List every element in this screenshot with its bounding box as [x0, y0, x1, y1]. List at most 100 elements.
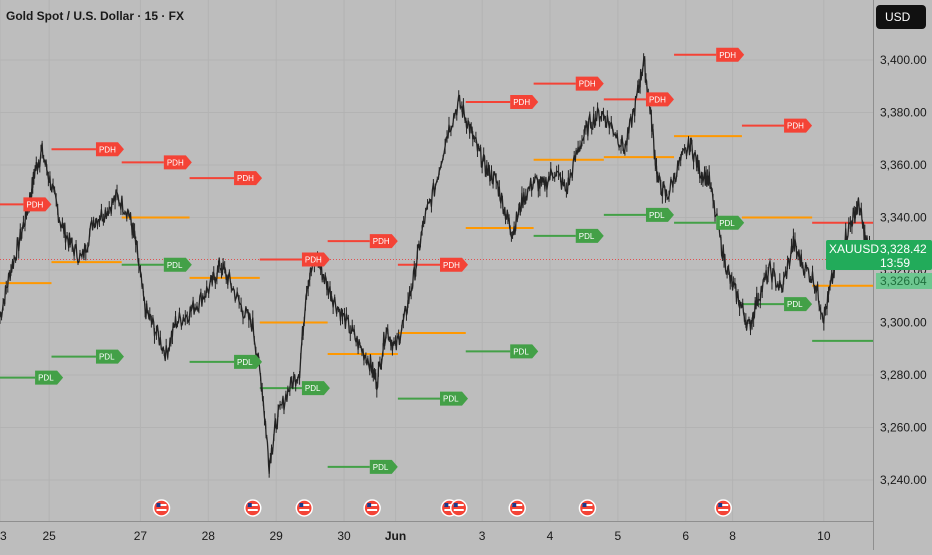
x-tick-label: 3 [479, 529, 486, 543]
x-tick-label: 5 [615, 529, 622, 543]
flag-stripe [512, 504, 523, 506]
pdh-tag [645, 92, 674, 107]
pdh-tag [440, 257, 469, 272]
y-tick-label: 3,380.00 [880, 106, 927, 120]
pdl-tag [163, 257, 192, 272]
pdl-tag-label: PDL [579, 232, 595, 241]
pdh-tag [234, 171, 263, 186]
pdh-tag-label: PDH [373, 237, 390, 246]
level-labels: PDH PDH PDH PDH PDH PDH PDH PDH PDH PDH PDH PDH PDL P… [23, 47, 813, 474]
flag-stripe [156, 504, 167, 506]
price-box-bg [826, 240, 932, 270]
x-tick-label: 8 [729, 529, 736, 543]
us-flag-icon[interactable] [295, 499, 314, 517]
pdh-tag-label: PDH [305, 256, 322, 265]
pdl-tag [35, 370, 64, 385]
flag-stripe [718, 509, 729, 511]
pdh-tag-label: PDH [719, 51, 736, 60]
flag-canton [299, 503, 304, 507]
pdh-tag-label: PDH [237, 174, 254, 183]
x-tick-label: Jun [385, 529, 406, 543]
x-tick-label: 28 [202, 529, 216, 543]
pdl-tag-label: PDL [305, 384, 321, 393]
flag-stripe [299, 509, 310, 511]
pdl-tag-label: PDL [237, 358, 253, 367]
us-flag-icon[interactable] [578, 499, 597, 517]
pdh-tag [95, 142, 124, 157]
x-axis[interactable]: 23 25 27 28 29 30 Jun 3 4 5 6 8 10 [0, 529, 831, 543]
secondary-price: 3,326.04 [880, 274, 927, 288]
flag-stripe [444, 504, 455, 506]
y-tick-label: 3,260.00 [880, 421, 927, 435]
flag-canton [512, 503, 517, 507]
x-tick-label: 4 [547, 529, 554, 543]
pdh-tag [575, 76, 604, 91]
us-flag-icon[interactable] [244, 499, 262, 517]
x-tick-label: 25 [42, 529, 56, 543]
us-flag-icon[interactable] [152, 499, 171, 517]
x-tick-label: 10 [817, 529, 831, 543]
flag-canton [582, 503, 587, 507]
currency-button[interactable]: USD [876, 5, 926, 29]
price-box-symbol: XAUUSD [829, 242, 879, 256]
pdl-tag [301, 381, 330, 396]
flag-stripe [512, 509, 523, 511]
flag-stripe [444, 509, 455, 511]
us-flag-icon[interactable] [714, 499, 732, 517]
x-tick-label: 6 [682, 529, 689, 543]
flag-stripe [367, 504, 378, 506]
flag-stripe [718, 504, 729, 506]
pdl-tag [716, 215, 745, 230]
price-box-countdown: 13:59 [880, 256, 910, 270]
pdl-tag-label: PDL [38, 374, 54, 383]
pdh-tag-label: PDH [649, 95, 666, 104]
flag-canton [247, 503, 252, 507]
pdl-tag-label: PDL [443, 395, 459, 404]
flag-stripe [156, 509, 167, 511]
secondary-price-bg [876, 273, 932, 289]
pdh-tag-label: PDH [579, 80, 596, 89]
pdl-tag-label: PDL [787, 300, 803, 309]
pdl-tag [234, 354, 263, 369]
event-markers[interactable] [152, 499, 732, 517]
flag-stripe [299, 504, 310, 506]
flag-stripe [453, 504, 464, 506]
x-tick-label: 23 [0, 529, 7, 543]
y-tick-label: 3,280.00 [880, 368, 927, 382]
flag-stripe [247, 509, 258, 511]
flag-canton [444, 503, 449, 507]
flag-canton [367, 503, 372, 507]
pdl-tag [369, 459, 398, 474]
pdl-tag-label: PDL [513, 347, 529, 356]
pdh-tag [716, 47, 745, 62]
us-flag-icon[interactable] [508, 499, 526, 517]
pdh-tag [23, 197, 52, 212]
pdh-tag-label: PDH [99, 145, 116, 154]
pdh-tag-label: PDH [787, 122, 804, 131]
flag-canton [453, 503, 458, 507]
pdh-tag-label: PDH [513, 98, 530, 107]
flag-stripe [367, 509, 378, 511]
pdl-tag-label: PDL [719, 219, 735, 228]
price-box: XAUUSD 3,328.42 13:59 3,326.04 [826, 240, 932, 289]
pdh-tag [163, 155, 192, 170]
us-flag-icon[interactable] [449, 499, 468, 517]
x-tick-label: 27 [134, 529, 148, 543]
flag-canton [156, 503, 161, 507]
pdl-tag [510, 344, 539, 359]
flag-stripe [453, 509, 464, 511]
x-tick-label: 30 [337, 529, 351, 543]
y-tick-label: 3,240.00 [880, 473, 927, 487]
flag-stripe [247, 504, 258, 506]
pdh-tag [369, 234, 398, 249]
y-tick-label: 3,360.00 [880, 158, 927, 172]
y-tick-label: 3,300.00 [880, 316, 927, 330]
pdl-tag-label: PDL [99, 353, 115, 362]
us-flag-icon[interactable] [363, 499, 381, 517]
y-tick-label: 3,400.00 [880, 53, 927, 67]
pdh-tag [301, 252, 330, 267]
pdl-tag [440, 391, 469, 406]
